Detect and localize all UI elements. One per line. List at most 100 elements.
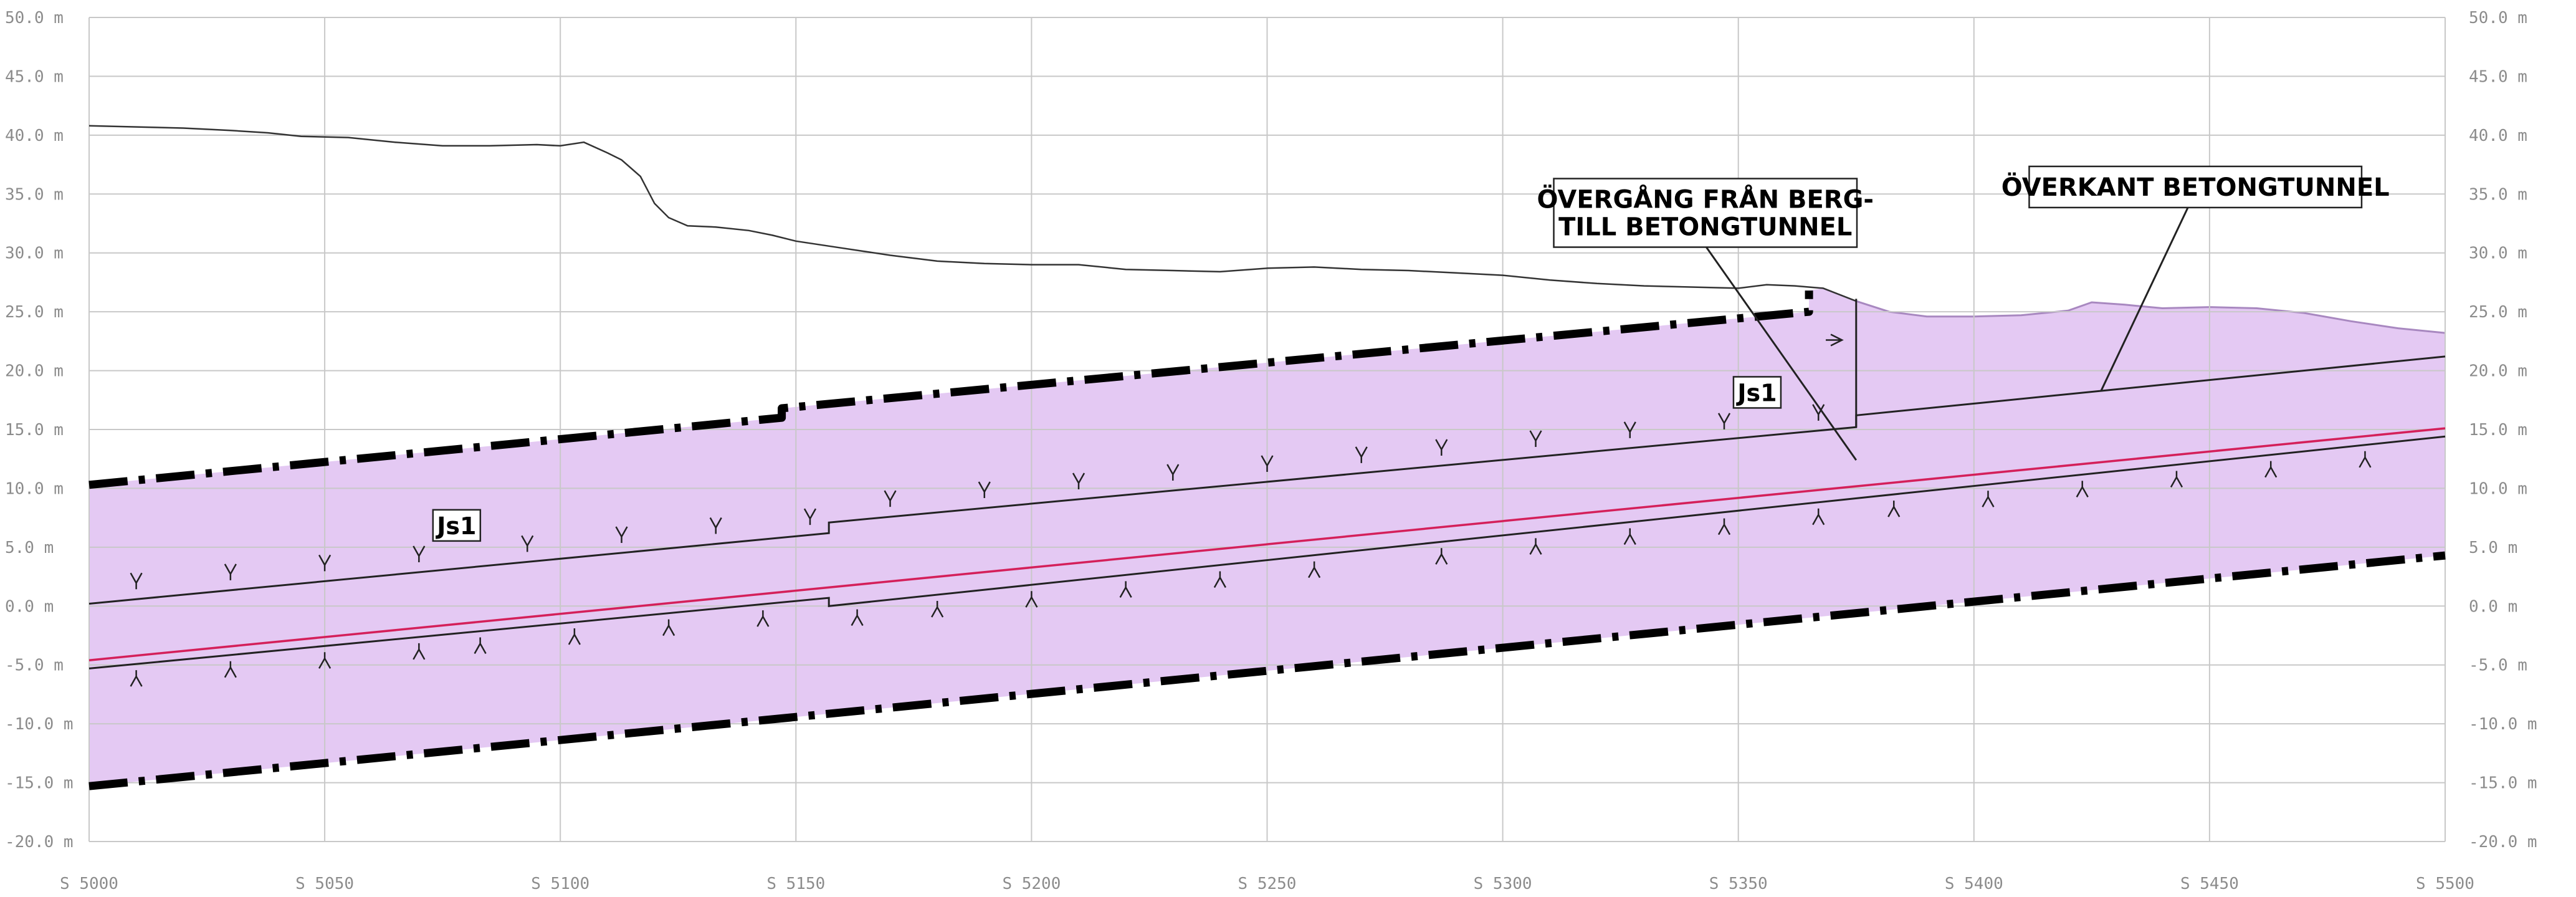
x-tick-label: S 5450 [2180, 875, 2239, 893]
floor-rock-mark [1435, 548, 1448, 565]
floor-rock-mark [2264, 461, 2278, 478]
floor-rock-mark [1119, 581, 1132, 598]
roof-rock-mark [884, 490, 897, 507]
y-tick-label-left: -20.0 m [5, 833, 74, 851]
roof-rock-mark [615, 526, 628, 543]
wall-rock-mark [1826, 333, 1844, 347]
profile-lines-layer [88, 125, 2446, 790]
top-concrete-callout-box [2028, 165, 2363, 209]
zone-label-js1-left-text: Js1 [435, 512, 476, 540]
y-tick-label-left: 35.0 m [5, 185, 64, 204]
y-tick-label-right: 35.0 m [2469, 185, 2527, 204]
floor-rock-mark [931, 601, 944, 618]
roof-rock-mark [1355, 446, 1368, 463]
transition-callout-line-2: TILL BETONGTUNNEL [1558, 213, 1852, 242]
y-tick-label-left: 15.0 m [5, 421, 64, 439]
floor-rock-mark [1887, 501, 1901, 517]
floor-rock-mark [1529, 538, 1542, 555]
roof-rock-mark [1717, 413, 1731, 429]
floor-rock-mark [1812, 508, 1825, 525]
floor-rock-mark [413, 643, 426, 660]
zone-label-js1-right-text: Js1 [1735, 379, 1777, 406]
floor-rock-mark [568, 628, 581, 645]
floor-rock-mark [2359, 451, 2372, 468]
transition-callout-line-1: ÖVERGÅNG FRÅN BERG- [1537, 184, 1874, 214]
y-tick-label-right: 20.0 m [2469, 362, 2527, 381]
floor-rock-mark [2170, 471, 2183, 488]
roof-rock-mark [318, 554, 332, 572]
y-tick-label-left: -15.0 m [5, 774, 74, 793]
roof-rock-mark [803, 508, 817, 525]
upper-zone-boundary [88, 290, 1813, 489]
concrete-fill-surface [1856, 300, 2446, 334]
y-tick-label-left: 20.0 m [5, 362, 64, 381]
transition-callout-box [1553, 178, 1858, 248]
zone-label-js1-right-box [1732, 376, 1782, 409]
y-tick-label-right: 15.0 m [2469, 421, 2527, 439]
x-tick-label: S 5000 [60, 875, 118, 893]
roof-rock-mark [1261, 455, 1274, 472]
floor-rock-mark [1213, 571, 1226, 588]
roof-rock-mark [1072, 472, 1085, 490]
x-tick-label: S 5050 [295, 875, 354, 893]
roof-rock-mark [224, 564, 237, 580]
x-tick-label: S 5250 [1238, 875, 1297, 893]
y-tick-label-left: 25.0 m [5, 303, 64, 322]
x-tick-label: S 5150 [766, 875, 825, 893]
floor-rock-mark [1623, 528, 1636, 545]
roof-rock-mark [130, 572, 143, 590]
top-concrete-leader-line [2100, 191, 2197, 391]
top-concrete-callout-line-1: ÖVERKANT BETONGTUNNEL [2001, 172, 2390, 202]
y-tick-label-right: 50.0 m [2469, 9, 2527, 27]
y-tick-label-left: 40.0 m [5, 127, 64, 145]
y-tick-label-right: -15.0 m [2469, 774, 2537, 793]
y-tick-label-right: 25.0 m [2469, 303, 2527, 322]
floor-rock-mark [662, 619, 675, 636]
x-tick-label: S 5350 [1709, 875, 1768, 893]
roof-rock-mark [709, 517, 722, 534]
roof-rock-mark [978, 481, 991, 499]
y-tick-label-right: -20.0 m [2469, 833, 2537, 851]
y-tick-label-right: 40.0 m [2469, 127, 2527, 145]
y-tick-label-left: 50.0 m [5, 9, 64, 27]
y-tick-label-right: 10.0 m [2469, 479, 2527, 498]
ground-surface-line [88, 125, 1857, 302]
rock-marks-layer [130, 333, 2372, 687]
y-tick-label-left: 0.0 m [5, 597, 54, 616]
roof-rock-mark [1623, 421, 1636, 438]
roof-rock-mark [1435, 439, 1448, 456]
roof-rock-mark [1529, 430, 1542, 447]
floor-rock-mark [318, 652, 332, 669]
floor-rock-mark [474, 637, 487, 655]
roof-rock-mark [1812, 404, 1825, 421]
y-tick-label-left: 45.0 m [5, 67, 64, 86]
floor-rock-mark [130, 670, 143, 687]
zone-label-js1-left-box [432, 509, 482, 542]
tunnel-roof-line [88, 355, 2446, 605]
floor-rock-mark [1717, 518, 1731, 535]
x-tick-label: S 5500 [2416, 875, 2474, 893]
grid-layer: 50.0 m 50.0 m 45.0 m 45.0 m 40.0 m 40.0 m 35.0… [5, 9, 2537, 893]
y-tick-label-right: 5.0 m [2469, 539, 2517, 557]
roof-rock-mark [521, 535, 534, 552]
top-concrete-callout: ÖVERKANT BETONGTUNNEL [2001, 165, 2390, 209]
x-tick-label: S 5200 [1002, 875, 1061, 893]
y-tick-label-left: -10.0 m [5, 715, 74, 734]
x-tick-label: S 5100 [531, 875, 589, 893]
y-tick-label-left: 5.0 m [5, 539, 54, 557]
floor-rock-mark [1025, 591, 1038, 608]
x-tick-label: S 5300 [1474, 875, 1532, 893]
zone-label-js1-right: Js1 [1732, 376, 1782, 409]
x-tick-label: S 5400 [1945, 875, 2003, 893]
floor-rock-mark [224, 661, 237, 678]
tunnel-floor-line [88, 435, 2446, 669]
y-tick-label-right: -5.0 m [2469, 656, 2527, 675]
transition-callout: ÖVERGÅNG FRÅN BERG-TILL BETONGTUNNEL [1537, 178, 1874, 248]
floor-rock-mark [1308, 561, 1321, 578]
floor-rock-mark [2076, 481, 2089, 497]
labels-layer: ÖVERGÅNG FRÅN BERG-TILL BETONGTUNNELÖVER… [432, 165, 2390, 542]
y-tick-label-right: 0.0 m [2469, 597, 2517, 616]
lower-zone-boundary [88, 551, 2446, 790]
roof-rock-mark [413, 545, 426, 562]
